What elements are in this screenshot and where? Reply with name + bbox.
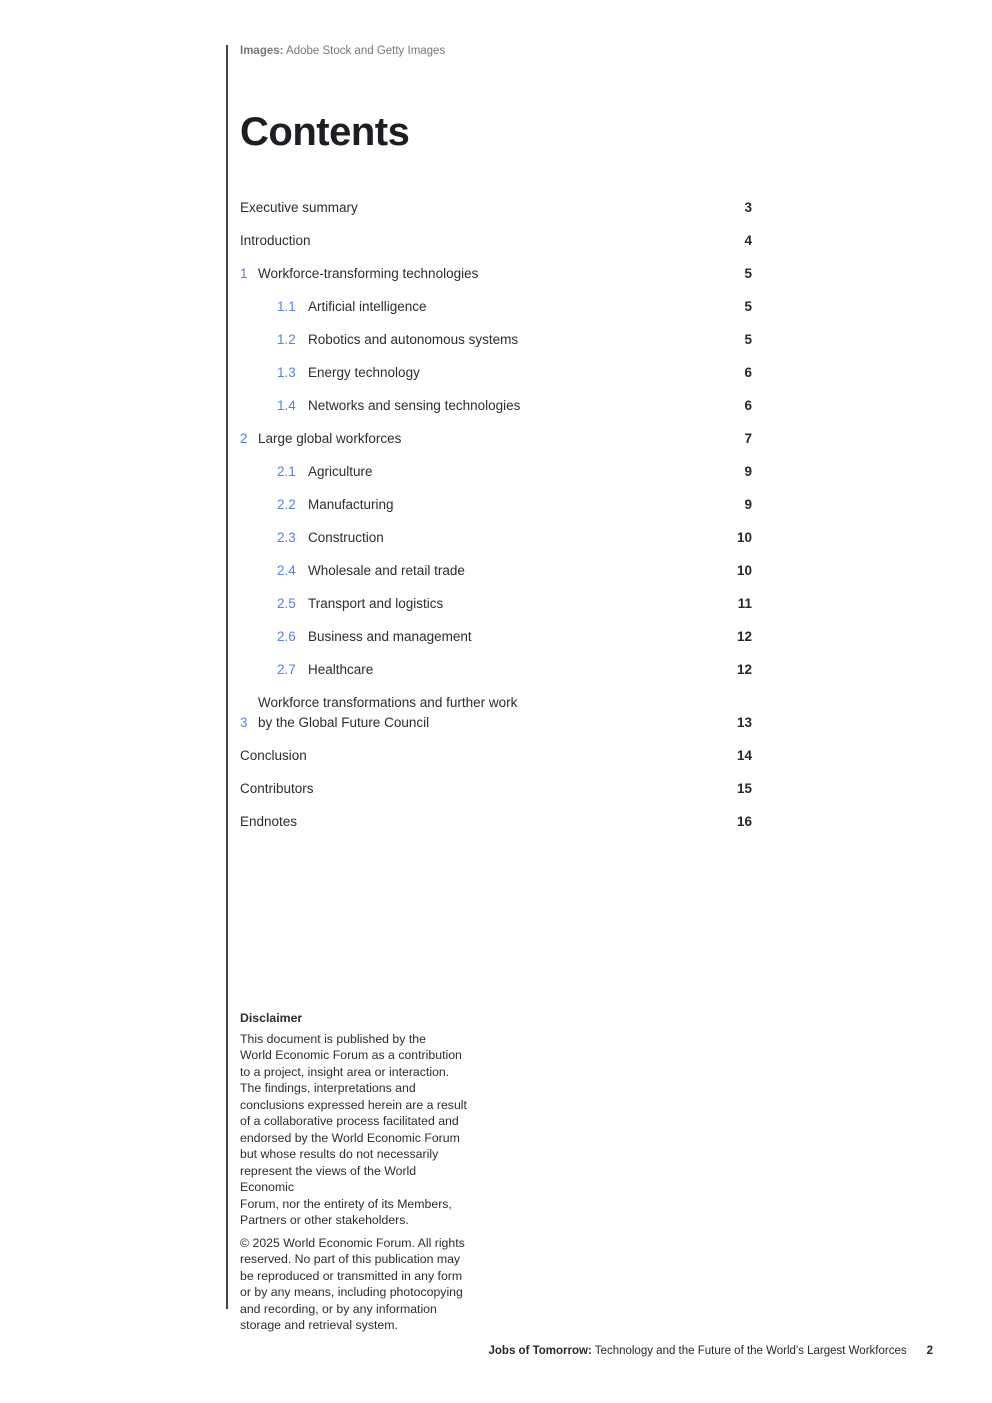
toc-entry-label: Healthcare (308, 662, 374, 677)
toc-entry-number: 1 (240, 266, 248, 281)
toc-entry-label: Construction (308, 530, 384, 545)
toc-entry-number: 1.4 (277, 398, 296, 413)
toc-entry[interactable]: Conclusion 14 (240, 746, 752, 766)
toc-entry-number: 3 (240, 715, 248, 730)
toc-entry-label: Conclusion (240, 748, 307, 763)
toc-entry[interactable]: 2.3 Construction 10 (240, 528, 752, 548)
page-footer: Jobs of Tomorrow: Technology and the Fut… (489, 1345, 933, 1357)
toc-entry-page: 9 (744, 464, 752, 479)
toc-entry[interactable]: 2 Large global workforces 7 (240, 429, 752, 449)
toc-entry-label: Energy technology (308, 365, 420, 380)
footer-report-title: Jobs of Tomorrow: Technology and the Fut… (489, 1345, 907, 1357)
toc-entry-number: 2.7 (277, 662, 296, 677)
footer-report-subtitle: Technology and the Future of the World's… (594, 1345, 907, 1357)
toc-entry-page: 16 (736, 814, 752, 829)
toc-entry-label: Large global workforces (258, 431, 402, 446)
toc-entry[interactable]: Endnotes 16 (240, 812, 752, 832)
toc-entry-page: 12 (736, 662, 752, 677)
toc-entry-label: Agriculture (308, 464, 373, 479)
image-credits-text: Adobe Stock and Getty Images (286, 45, 446, 57)
toc-entry-label: Executive summary (240, 200, 358, 215)
toc-entry[interactable]: 1.1 Artificial intelligence 5 (240, 297, 752, 317)
toc-entry[interactable]: 1 Workforce-transforming technologies 5 (240, 264, 752, 284)
toc-entry-number: 1.3 (277, 365, 296, 380)
main-content: Images: Adobe Stock and Getty Images Con… (240, 45, 752, 845)
toc-entry-number: 1.2 (277, 332, 296, 347)
toc-entry[interactable]: 3 Workforce transformations and further w… (240, 693, 752, 733)
toc-entry-number: 2 (240, 431, 248, 446)
toc-entry-label: Workforce transformations and further wo… (258, 695, 518, 730)
toc-list: Executive summary 3 Introduction 4 1 Workforc… (240, 198, 752, 832)
toc-entry[interactable]: 2.7 Healthcare 12 (240, 660, 752, 680)
toc-entry-page: 7 (744, 431, 752, 446)
page-title: Contents (240, 110, 410, 154)
toc-entry[interactable]: Executive summary 3 (240, 198, 752, 218)
footer-report-title-bold: Jobs of Tomorrow: (488, 1345, 592, 1357)
left-vertical-rule (226, 45, 228, 1309)
toc-entry-page: 9 (744, 497, 752, 512)
toc-entry-number: 2.2 (277, 497, 296, 512)
toc-entry-number: 2.3 (277, 530, 296, 545)
toc-entry-page: 11 (737, 596, 752, 611)
toc-entry-page: 10 (736, 563, 752, 578)
disclaimer-heading: Disclaimer (240, 1011, 303, 1025)
toc-entry-label: Manufacturing (308, 497, 394, 512)
copyright-paragraph: © 2025 World Economic Forum. All rights … (240, 1235, 465, 1333)
toc-entry-label: Networks and sensing technologies (308, 398, 521, 413)
toc-entry-number: 1.1 (277, 299, 296, 314)
image-credits-label: Images: (240, 45, 284, 57)
toc-entry[interactable]: Introduction 4 (240, 231, 752, 251)
toc-entry[interactable]: 2.6 Business and management 12 (240, 627, 752, 647)
toc-entry-page: 6 (744, 398, 752, 413)
toc-entry-label: Artificial intelligence (308, 299, 427, 314)
disclaimer-section: Disclaimer This document is published by… (240, 1010, 470, 1334)
toc-entry-label: Contributors (240, 781, 314, 796)
image-credits: Images: Adobe Stock and Getty Images (240, 45, 752, 58)
toc-entry-label: Transport and logistics (308, 596, 444, 611)
toc-entry-label: Business and management (308, 629, 472, 644)
toc-entry[interactable]: 1.4 Networks and sensing technologies 6 (240, 396, 752, 416)
disclaimer-paragraph: This document is published by the World … (240, 1031, 467, 1228)
toc-entry-label: Endnotes (240, 814, 298, 829)
toc-entry[interactable]: 2.4 Wholesale and retail trade 10 (240, 561, 752, 581)
toc-entry-page: 5 (744, 332, 752, 347)
toc-entry-number: 2.5 (277, 596, 296, 611)
toc-entry-label: Robotics and autonomous systems (308, 332, 519, 347)
toc-entry-page: 5 (744, 266, 752, 281)
toc-entry-number: 2.6 (277, 629, 296, 644)
toc-entry-page: 10 (736, 530, 752, 545)
toc-entry[interactable]: 1.3 Energy technology 6 (240, 363, 752, 383)
toc-entry[interactable]: 1.2 Robotics and autonomous systems 5 (240, 330, 752, 350)
toc-entry-page: 13 (736, 715, 752, 730)
toc-entry-label: Introduction (240, 233, 311, 248)
toc-entry-number: 2.1 (277, 464, 296, 479)
toc-entry-page: 4 (744, 233, 752, 248)
toc-entry-page: 5 (744, 299, 752, 314)
toc-entry-page: 3 (744, 200, 752, 215)
toc-entry-page: 14 (736, 748, 752, 763)
toc-entry[interactable]: 2.5 Transport and logistics 11 (240, 594, 752, 614)
toc-entry-label: Workforce-transforming technologies (258, 266, 479, 281)
toc-entry-page: 6 (744, 365, 752, 380)
toc-entry[interactable]: 2.2 Manufacturing 9 (240, 495, 752, 515)
toc-entry-page: 12 (736, 629, 752, 644)
footer-page-number: 2 (926, 1345, 933, 1357)
toc-entry-number: 2.4 (277, 563, 296, 578)
toc-entry[interactable]: Contributors 15 (240, 779, 752, 799)
toc-entry-page: 15 (736, 781, 752, 796)
toc-entry[interactable]: 2.1 Agriculture 9 (240, 462, 752, 482)
toc-entry-label: Wholesale and retail trade (308, 563, 465, 578)
